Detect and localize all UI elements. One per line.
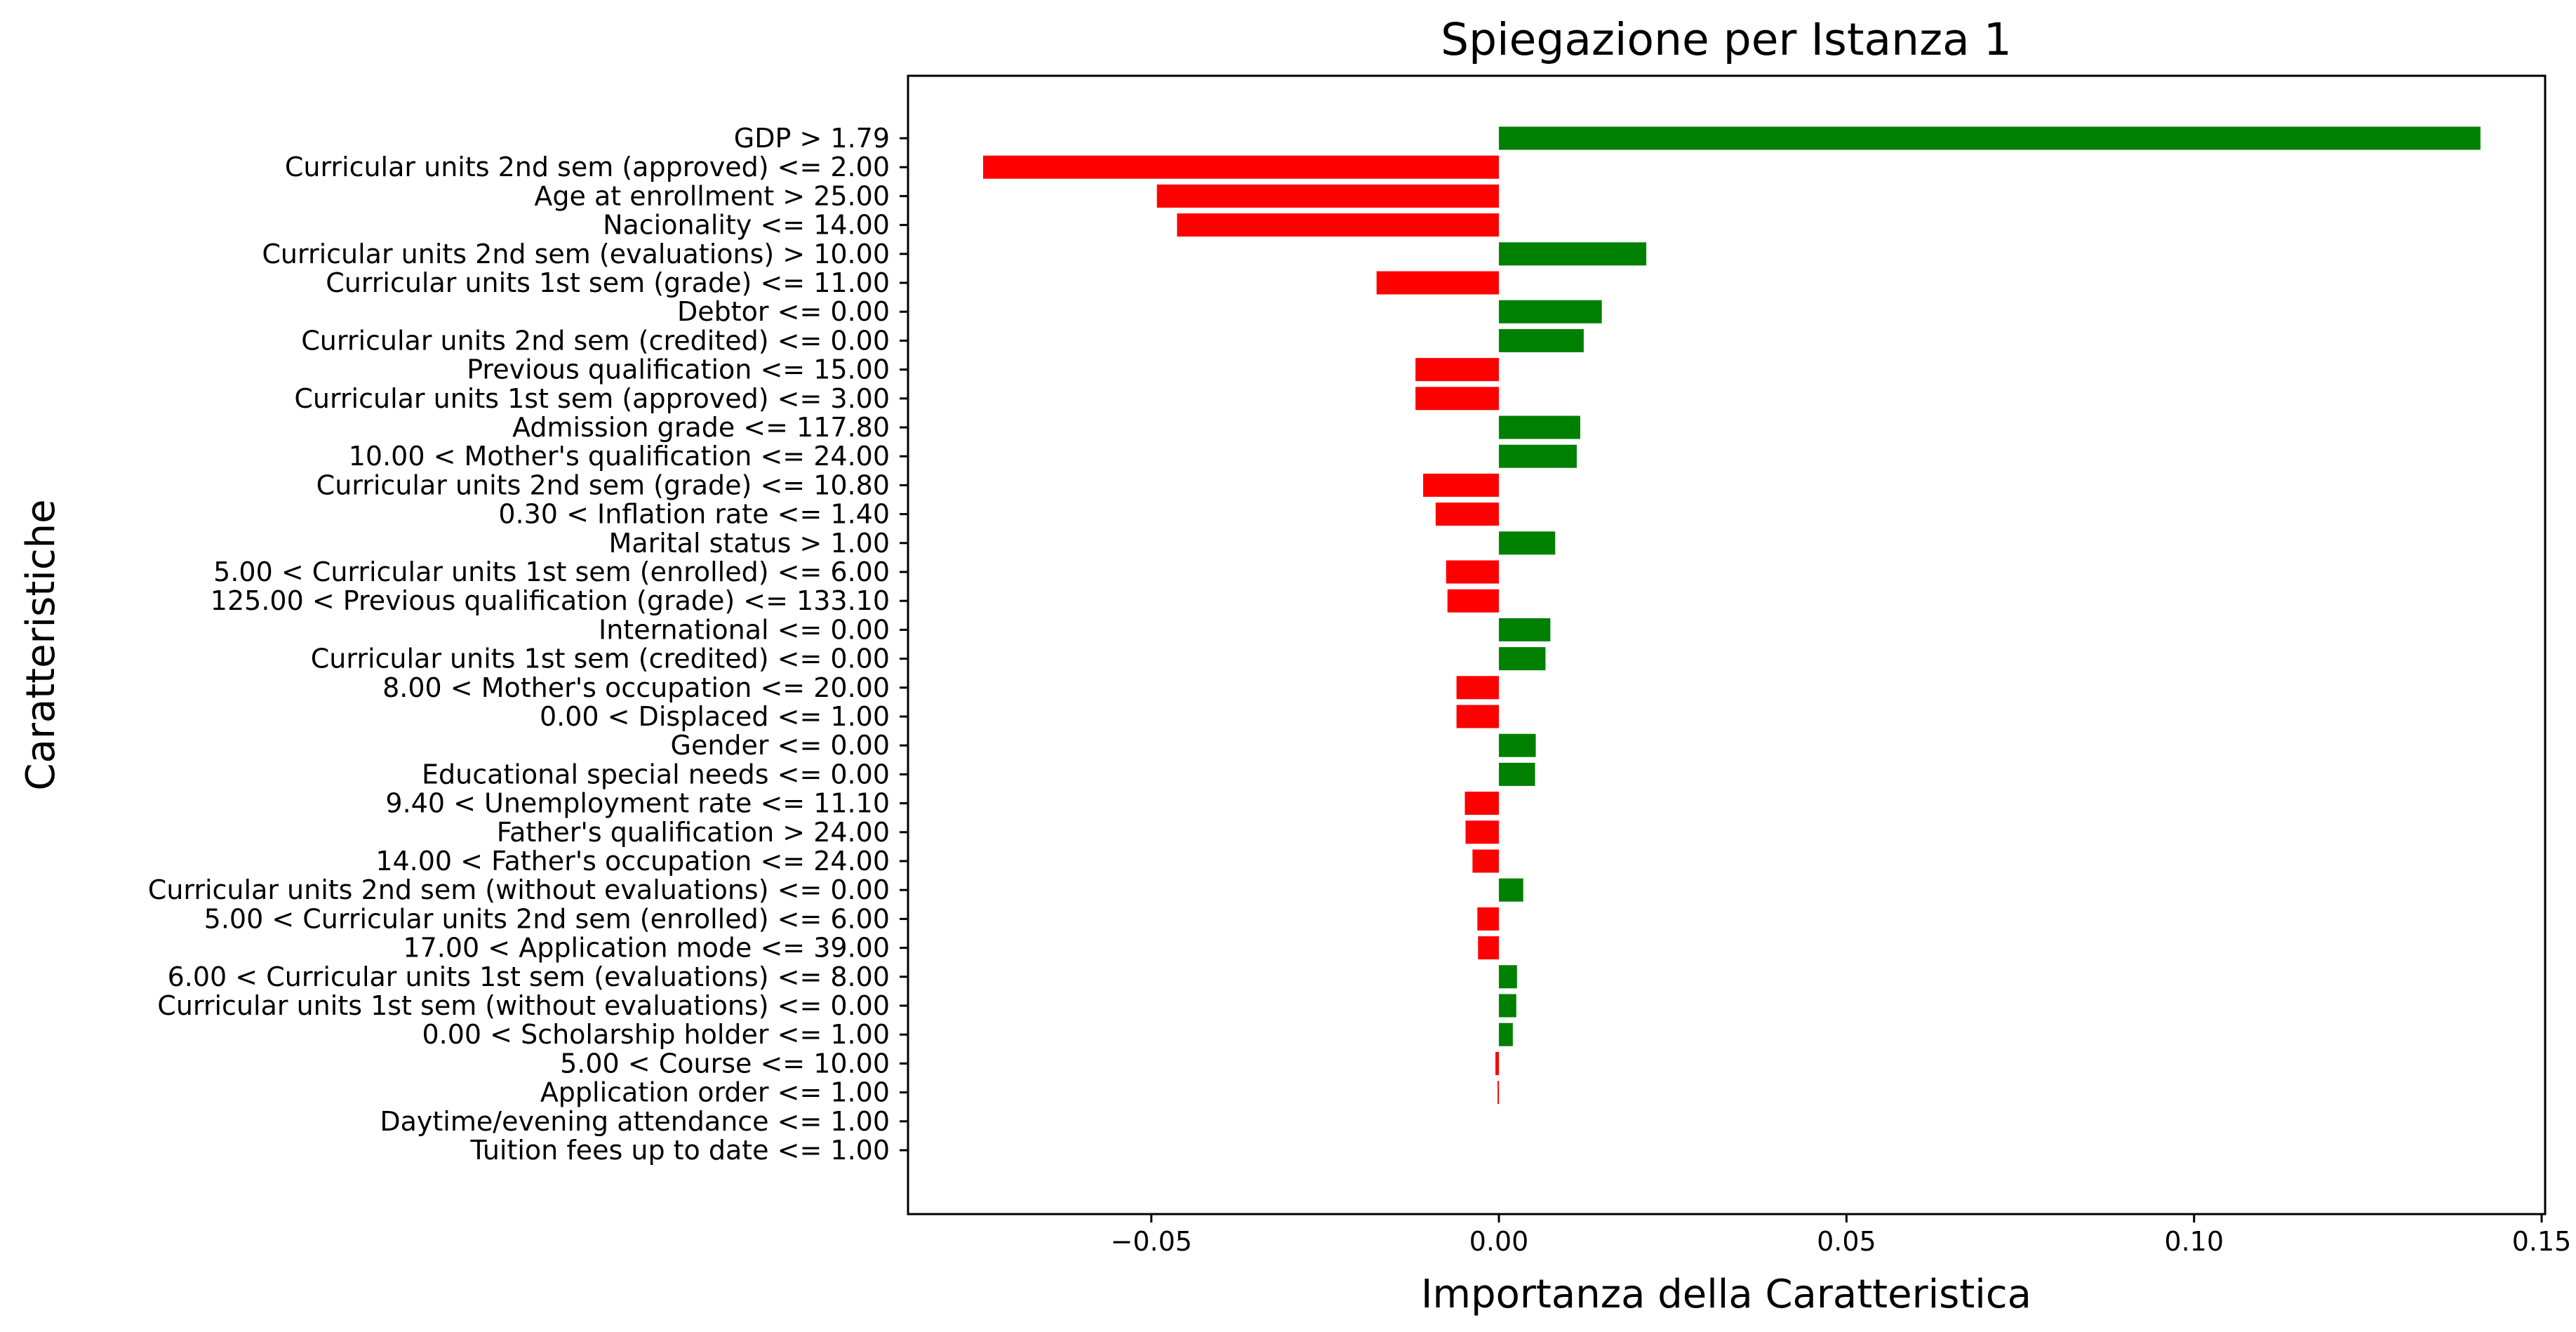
y-tick-label: 0.00 < Scholarship holder <= 1.00 (422, 1019, 890, 1050)
bar (1435, 502, 1500, 526)
y-tick-label: Curricular units 2nd sem (approved) <= 2… (285, 152, 890, 182)
y-tick-label: 5.00 < Curricular units 1st sem (enrolle… (213, 557, 890, 587)
bar (1499, 1023, 1513, 1046)
bar (1499, 762, 1535, 786)
y-tick-label: Debtor <= 0.00 (677, 296, 890, 327)
x-axis-label: Importanza della Caratteristica (1421, 1272, 2031, 1317)
bar (982, 155, 1500, 179)
y-tick-label: Admission grade <= 117.80 (512, 412, 890, 443)
y-tick-label: 0.30 < Inflation rate <= 1.40 (498, 499, 890, 530)
y-tick-label: Father's qualification > 24.00 (497, 817, 890, 848)
bar (1497, 1081, 1500, 1105)
y-tick-label: Marital status > 1.00 (609, 528, 890, 559)
bar (1499, 965, 1517, 989)
plot-frame (907, 74, 2547, 1216)
bar (1456, 705, 1500, 728)
bar (1499, 531, 1556, 555)
bars-group (982, 126, 2481, 1105)
bar (1499, 126, 2481, 150)
y-tick-label: GDP > 1.79 (734, 123, 890, 154)
bar (1499, 878, 1523, 902)
x-tick-group: −0.05 0.00 0.05 0.10 0.15 (1111, 1214, 2572, 1257)
y-tick-label: 5.00 < Curricular units 2nd sem (enrolle… (204, 903, 890, 934)
bar (1177, 213, 1500, 237)
bar (1499, 618, 1551, 641)
chart-title: Spiegazione per Istanza 1 (1441, 14, 2012, 65)
y-tick-label: Curricular units 2nd sem (without evalua… (148, 874, 890, 905)
y-tick-label: Age at enrollment > 25.00 (534, 180, 890, 211)
bar (1464, 792, 1500, 815)
bar (1446, 560, 1500, 584)
bar (1499, 328, 1584, 352)
y-tick-label: Application order <= 1.00 (540, 1077, 890, 1108)
y-tick-label: Curricular units 2nd sem (evaluations) >… (262, 239, 890, 269)
y-tick-label: 14.00 < Father's occupation <= 24.00 (375, 846, 890, 877)
y-tick-label: 17.00 < Application mode <= 39.00 (403, 933, 890, 964)
y-tick-label: International <= 0.00 (599, 614, 890, 645)
x-tick-label: 0.10 (2164, 1226, 2224, 1257)
y-tick-label: Curricular units 2nd sem (credited) <= 0… (301, 325, 890, 356)
y-tick-label: 8.00 < Mother's occupation <= 20.00 (382, 672, 890, 703)
bar (1499, 415, 1580, 439)
y-axis-label: Caratteristiche (18, 499, 64, 790)
bar (1156, 184, 1500, 208)
y-tick-label: 9.40 < Unemployment rate <= 11.10 (385, 788, 890, 819)
y-tick-label: Curricular units 1st sem (credited) <= 0… (311, 644, 890, 674)
y-tick-label: Curricular units 1st sem (approved) <= 3… (294, 383, 890, 414)
bar (1472, 849, 1500, 873)
y-tick-label: Curricular units 1st sem (without evalua… (157, 990, 890, 1021)
y-tick-label: Previous qualification <= 15.00 (467, 354, 890, 385)
y-tick-label: 10.00 < Mother's qualification <= 24.00 (349, 441, 890, 472)
y-tick-label: Tuition fees up to date <= 1.00 (469, 1135, 890, 1166)
y-tick-label: 0.00 < Displaced <= 1.00 (540, 701, 890, 732)
x-tick-label: −0.05 (1111, 1226, 1192, 1257)
y-tick-label: 125.00 < Previous qualification (grade) … (211, 585, 890, 616)
bar (1499, 647, 1546, 671)
y-tick-label: Curricular units 1st sem (grade) <= 11.0… (326, 267, 890, 298)
bar (1447, 589, 1500, 613)
bar (1415, 358, 1500, 382)
x-tick-label: 0.00 (1469, 1226, 1529, 1257)
bar (1415, 387, 1500, 411)
bar (1465, 820, 1500, 844)
y-tick-label: Nacionality <= 14.00 (603, 210, 890, 241)
x-tick-label: 0.05 (1817, 1226, 1876, 1257)
y-tick-label: Curricular units 2nd sem (grade) <= 10.8… (316, 469, 890, 500)
bar (1478, 936, 1500, 960)
y-tick-label: Gender <= 0.00 (671, 730, 890, 761)
bar (1499, 242, 1647, 266)
bar (1499, 444, 1577, 468)
bar (1499, 733, 1536, 757)
bar (1499, 300, 1602, 324)
bar (1477, 907, 1500, 931)
y-tick-label: 6.00 < Curricular units 1st sem (evaluat… (168, 961, 890, 992)
y-tick-label: 5.00 < Course <= 10.00 (560, 1048, 890, 1079)
bar (1495, 1051, 1500, 1075)
bar (1423, 473, 1500, 497)
x-tick-label: 0.15 (2512, 1226, 2572, 1257)
y-tick-label: Daytime/evening attendance <= 1.00 (380, 1106, 890, 1137)
bar (1499, 994, 1516, 1018)
y-tick-label: Educational special needs <= 0.00 (422, 759, 890, 790)
bar (1376, 271, 1500, 295)
bar (1456, 676, 1500, 700)
